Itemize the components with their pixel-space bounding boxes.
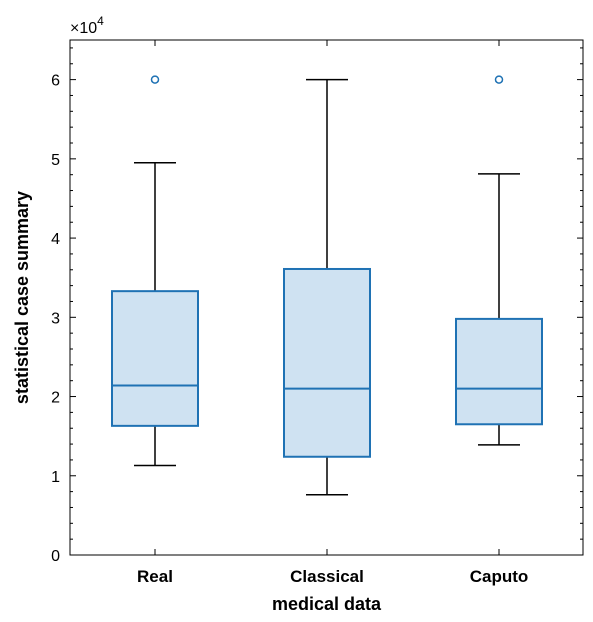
y-exponent-power: 4	[97, 14, 104, 28]
x-category-label: Classical	[290, 567, 364, 586]
y-tick-label: 4	[51, 231, 60, 248]
y-tick-label: 2	[51, 390, 60, 407]
y-tick-label: 5	[51, 152, 60, 169]
box-iqr	[111, 290, 199, 427]
y-tick-label: 1	[51, 469, 60, 486]
y-exponent-base: ×10	[70, 20, 97, 37]
outlier-point	[494, 75, 504, 84]
y-axis-title: statistical case summary	[12, 191, 32, 404]
x-axis-title: medical data	[272, 594, 382, 614]
outlier-point	[150, 75, 160, 84]
y-tick-label: 6	[51, 73, 60, 90]
box-iqr	[283, 267, 371, 458]
y-exponent-label: ×104	[70, 14, 104, 37]
y-tick-label: 0	[51, 548, 60, 565]
x-category-label: Real	[137, 567, 173, 586]
y-tick-label: 3	[51, 310, 60, 327]
x-category-label: Caputo	[470, 567, 529, 586]
box-iqr	[455, 317, 543, 426]
